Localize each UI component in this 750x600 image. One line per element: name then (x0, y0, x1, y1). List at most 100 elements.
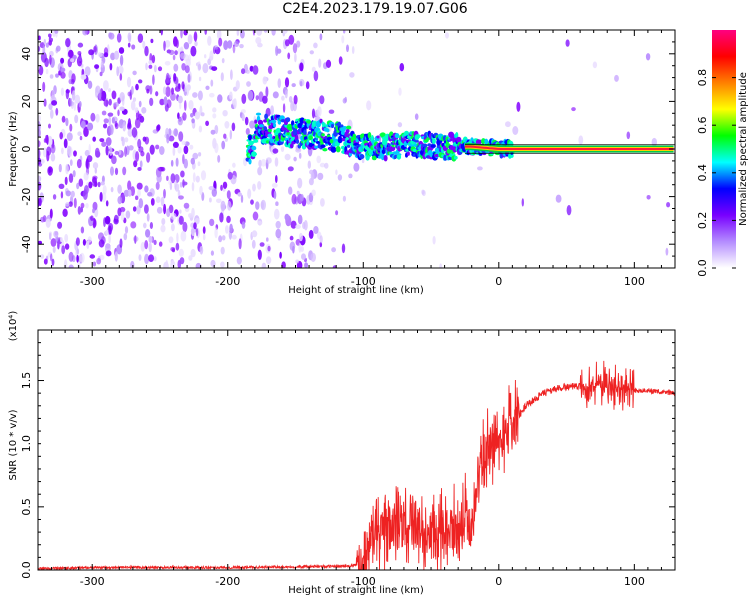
heatmap-cell (119, 92, 125, 102)
heatmap-cell (117, 196, 123, 205)
heatmap-cell (219, 212, 224, 223)
heatmap-cell (64, 233, 69, 243)
signal-cell (449, 138, 453, 142)
heatmap-cell (160, 196, 165, 207)
heatmap-cell (68, 49, 74, 59)
heatmap-cell (99, 138, 105, 143)
heatmap-cell (68, 201, 73, 207)
heatmap-cell (63, 138, 68, 149)
signal-cell (359, 154, 365, 160)
heatmap-cell (222, 110, 228, 117)
signal-cell (309, 135, 313, 140)
heatmap-cell (131, 44, 136, 50)
heatmap-cell (341, 243, 346, 254)
heatmap-cell (173, 128, 179, 137)
heatmap-cell (138, 254, 142, 261)
heatmap-cell (261, 158, 266, 167)
heatmap-cell (149, 97, 154, 107)
signal-cell (367, 132, 372, 139)
heatmap-cell (310, 171, 315, 181)
signal-cell (330, 146, 337, 153)
heatmap-cell (38, 35, 41, 41)
heatmap-cell (153, 256, 157, 262)
heatmap-cell (45, 42, 50, 48)
heatmap-cell (163, 96, 168, 106)
signal-cell (306, 120, 312, 124)
heatmap-cell (197, 161, 201, 167)
heatmap-cell (397, 122, 403, 128)
heatmap-cell (257, 220, 263, 225)
heatmap-cell (182, 112, 187, 121)
heatmap-cell (52, 246, 56, 254)
heatmap-cell (173, 73, 177, 82)
signal-cell (263, 119, 268, 123)
heatmap-cell (646, 195, 651, 200)
heatmap-cell (308, 229, 314, 239)
heatmap-cell (127, 32, 132, 41)
heatmap-cell (44, 57, 49, 68)
heatmap-cell (119, 73, 123, 81)
heatmap-cell (105, 137, 112, 146)
heatmap-cell (114, 150, 120, 155)
heatmap-cell (84, 66, 91, 76)
heatmap-cell (177, 118, 183, 126)
heatmap-cell (135, 83, 139, 91)
heatmap-cell (414, 113, 419, 120)
colorbar-tick-label: 0.6 (696, 116, 709, 134)
heatmap-cell (109, 146, 113, 156)
heatmap-cell (300, 195, 304, 202)
heatmap-cell (103, 118, 109, 124)
heatmap-cell (59, 132, 63, 140)
heatmap-cell (177, 146, 182, 154)
signal-cell (267, 133, 273, 138)
heatmap-cell (273, 190, 277, 200)
heatmap-cell (171, 87, 174, 95)
heatmap-cell (105, 250, 112, 257)
heatmap-cell (505, 121, 511, 128)
heatmap-cell (148, 64, 153, 69)
heatmap-cell (241, 93, 247, 104)
heatmap-cell (143, 222, 147, 229)
heatmap-cell (132, 206, 137, 212)
heatmap-cell (98, 239, 105, 248)
heatmap-cell (227, 171, 233, 180)
heatmap-cell (341, 35, 345, 44)
heatmap-cell (207, 35, 212, 46)
heatmap-cell (138, 146, 144, 153)
signal-cell (320, 144, 326, 148)
heatmap-cell (343, 30, 346, 34)
heatmap-cell (346, 44, 349, 53)
heatmap-cell (61, 147, 64, 155)
heatmap-cell (74, 94, 81, 104)
heatmap-cell (101, 141, 107, 147)
heatmap-cell (289, 235, 294, 241)
heatmap-cell (153, 239, 157, 245)
heatmap-cell (224, 121, 230, 129)
heatmap-cell (68, 251, 74, 262)
heatmap-cell (208, 186, 215, 191)
heatmap-cell (111, 117, 115, 124)
heatmap-cell (48, 33, 52, 38)
heatmap-cell (240, 30, 245, 39)
heatmap-cell (108, 233, 111, 244)
heatmap-cell (272, 148, 279, 154)
heatmap-cell (69, 159, 73, 167)
heatmap-cell (187, 73, 191, 83)
heatmap-cell (119, 206, 126, 213)
heatmap-cell (111, 90, 117, 100)
heatmap-cell (38, 121, 41, 132)
signal-cell (258, 124, 264, 128)
heatmap-cell (73, 150, 77, 157)
heatmap-cell (169, 182, 173, 191)
heatmap-cell (64, 243, 70, 250)
heatmap-cell (307, 160, 311, 169)
heatmap-cell (107, 112, 114, 117)
colorbar-tick-label: 0.8 (696, 69, 709, 87)
heatmap-cell (72, 54, 77, 60)
heatmap-cell (38, 65, 44, 76)
heatmap-cell (80, 120, 86, 129)
heatmap-cell (217, 155, 221, 163)
heatmap-cell (192, 92, 198, 98)
heatmap-cell (166, 49, 172, 54)
heatmap-cell (100, 181, 105, 186)
